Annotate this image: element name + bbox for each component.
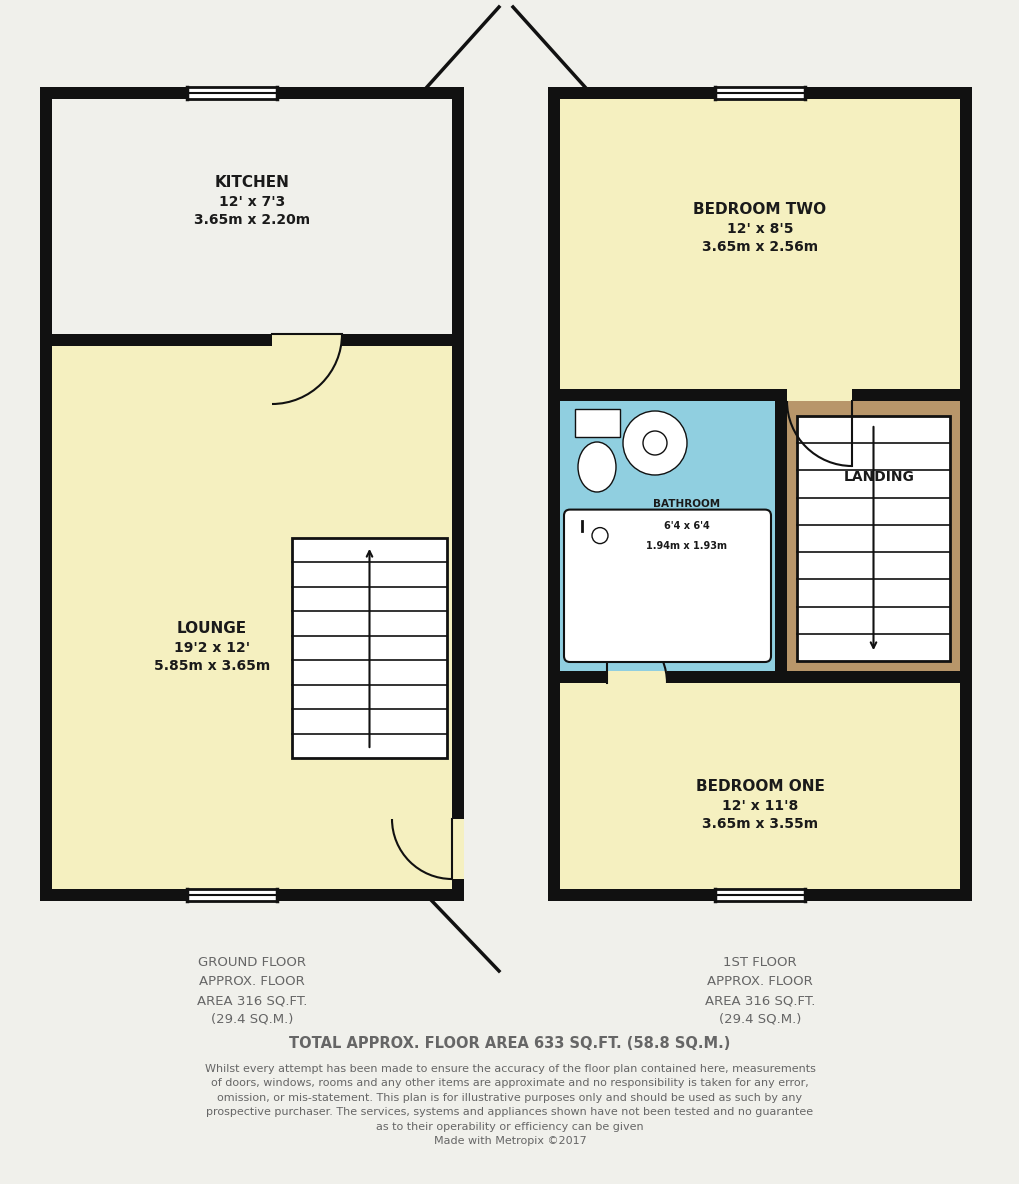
Circle shape [623, 411, 687, 475]
Text: BATHROOM: BATHROOM [653, 498, 719, 509]
Text: 1.94m x 1.93m: 1.94m x 1.93m [646, 541, 727, 551]
Circle shape [591, 528, 607, 543]
Bar [341, 334, 451, 346]
Bar [547, 86, 559, 901]
Bar [52, 407, 451, 642]
Bar [547, 86, 971, 99]
Bar [272, 334, 341, 346]
Bar [40, 889, 464, 901]
Bar [52, 346, 451, 889]
Bar [451, 346, 464, 819]
Text: TOTAL APPROX. FLOOR AREA 633 SQ.FT. (58.8 SQ.M.): TOTAL APPROX. FLOOR AREA 633 SQ.FT. (58.… [289, 1036, 730, 1051]
Bar [451, 86, 464, 901]
Bar [40, 86, 464, 99]
Bar [774, 401, 787, 671]
Text: 3.65m x 3.55m: 3.65m x 3.55m [701, 817, 817, 831]
FancyBboxPatch shape [564, 509, 770, 662]
Circle shape [642, 431, 666, 455]
Bar [559, 683, 959, 889]
Bar [559, 390, 787, 401]
Text: BEDROOM ONE: BEDROOM ONE [695, 779, 823, 793]
Text: 5.85m x 3.65m: 5.85m x 3.65m [154, 659, 270, 673]
Text: 19'2 x 12': 19'2 x 12' [174, 641, 250, 655]
Text: BEDROOM TWO: BEDROOM TWO [693, 201, 825, 217]
Bar [606, 671, 666, 683]
Bar [547, 889, 971, 901]
Text: 12' x 7'3: 12' x 7'3 [219, 195, 285, 210]
Bar [666, 671, 959, 683]
Bar [186, 86, 277, 99]
Bar [774, 401, 959, 671]
Bar [575, 408, 620, 437]
Bar [559, 671, 606, 683]
Text: LANDING: LANDING [843, 470, 914, 483]
Bar [714, 889, 804, 901]
Text: LOUNGE: LOUNGE [176, 620, 247, 636]
Bar [575, 408, 620, 437]
Text: 12' x 8'5: 12' x 8'5 [726, 223, 793, 236]
Bar [959, 86, 971, 901]
Bar [796, 416, 949, 661]
Ellipse shape [578, 442, 615, 493]
Text: 1ST FLOOR
APPROX. FLOOR
AREA 316 SQ.FT.
(29.4 SQ.M.): 1ST FLOOR APPROX. FLOOR AREA 316 SQ.FT. … [704, 955, 814, 1027]
Bar [291, 538, 446, 758]
Text: 6'4 x 6'4: 6'4 x 6'4 [663, 521, 709, 530]
Text: 12' x 11'8: 12' x 11'8 [721, 799, 797, 813]
Text: 3.65m x 2.56m: 3.65m x 2.56m [701, 240, 817, 255]
Bar [559, 99, 959, 390]
Bar [714, 86, 804, 99]
Bar [186, 889, 277, 901]
Text: 3.65m x 2.20m: 3.65m x 2.20m [194, 213, 310, 227]
Text: KITCHEN: KITCHEN [214, 175, 289, 189]
Bar [851, 390, 959, 401]
Text: GROUND FLOOR
APPROX. FLOOR
AREA 316 SQ.FT.
(29.4 SQ.M.): GROUND FLOOR APPROX. FLOOR AREA 316 SQ.F… [197, 955, 307, 1027]
Bar [291, 538, 446, 758]
Bar [451, 879, 464, 901]
Text: Whilst every attempt has been made to ensure the accuracy of the floor plan cont: Whilst every attempt has been made to en… [205, 1064, 814, 1146]
Bar [40, 86, 52, 901]
Bar [559, 401, 774, 671]
Bar [796, 416, 949, 661]
Bar [52, 334, 272, 346]
Bar [451, 819, 464, 879]
Bar [787, 390, 851, 401]
